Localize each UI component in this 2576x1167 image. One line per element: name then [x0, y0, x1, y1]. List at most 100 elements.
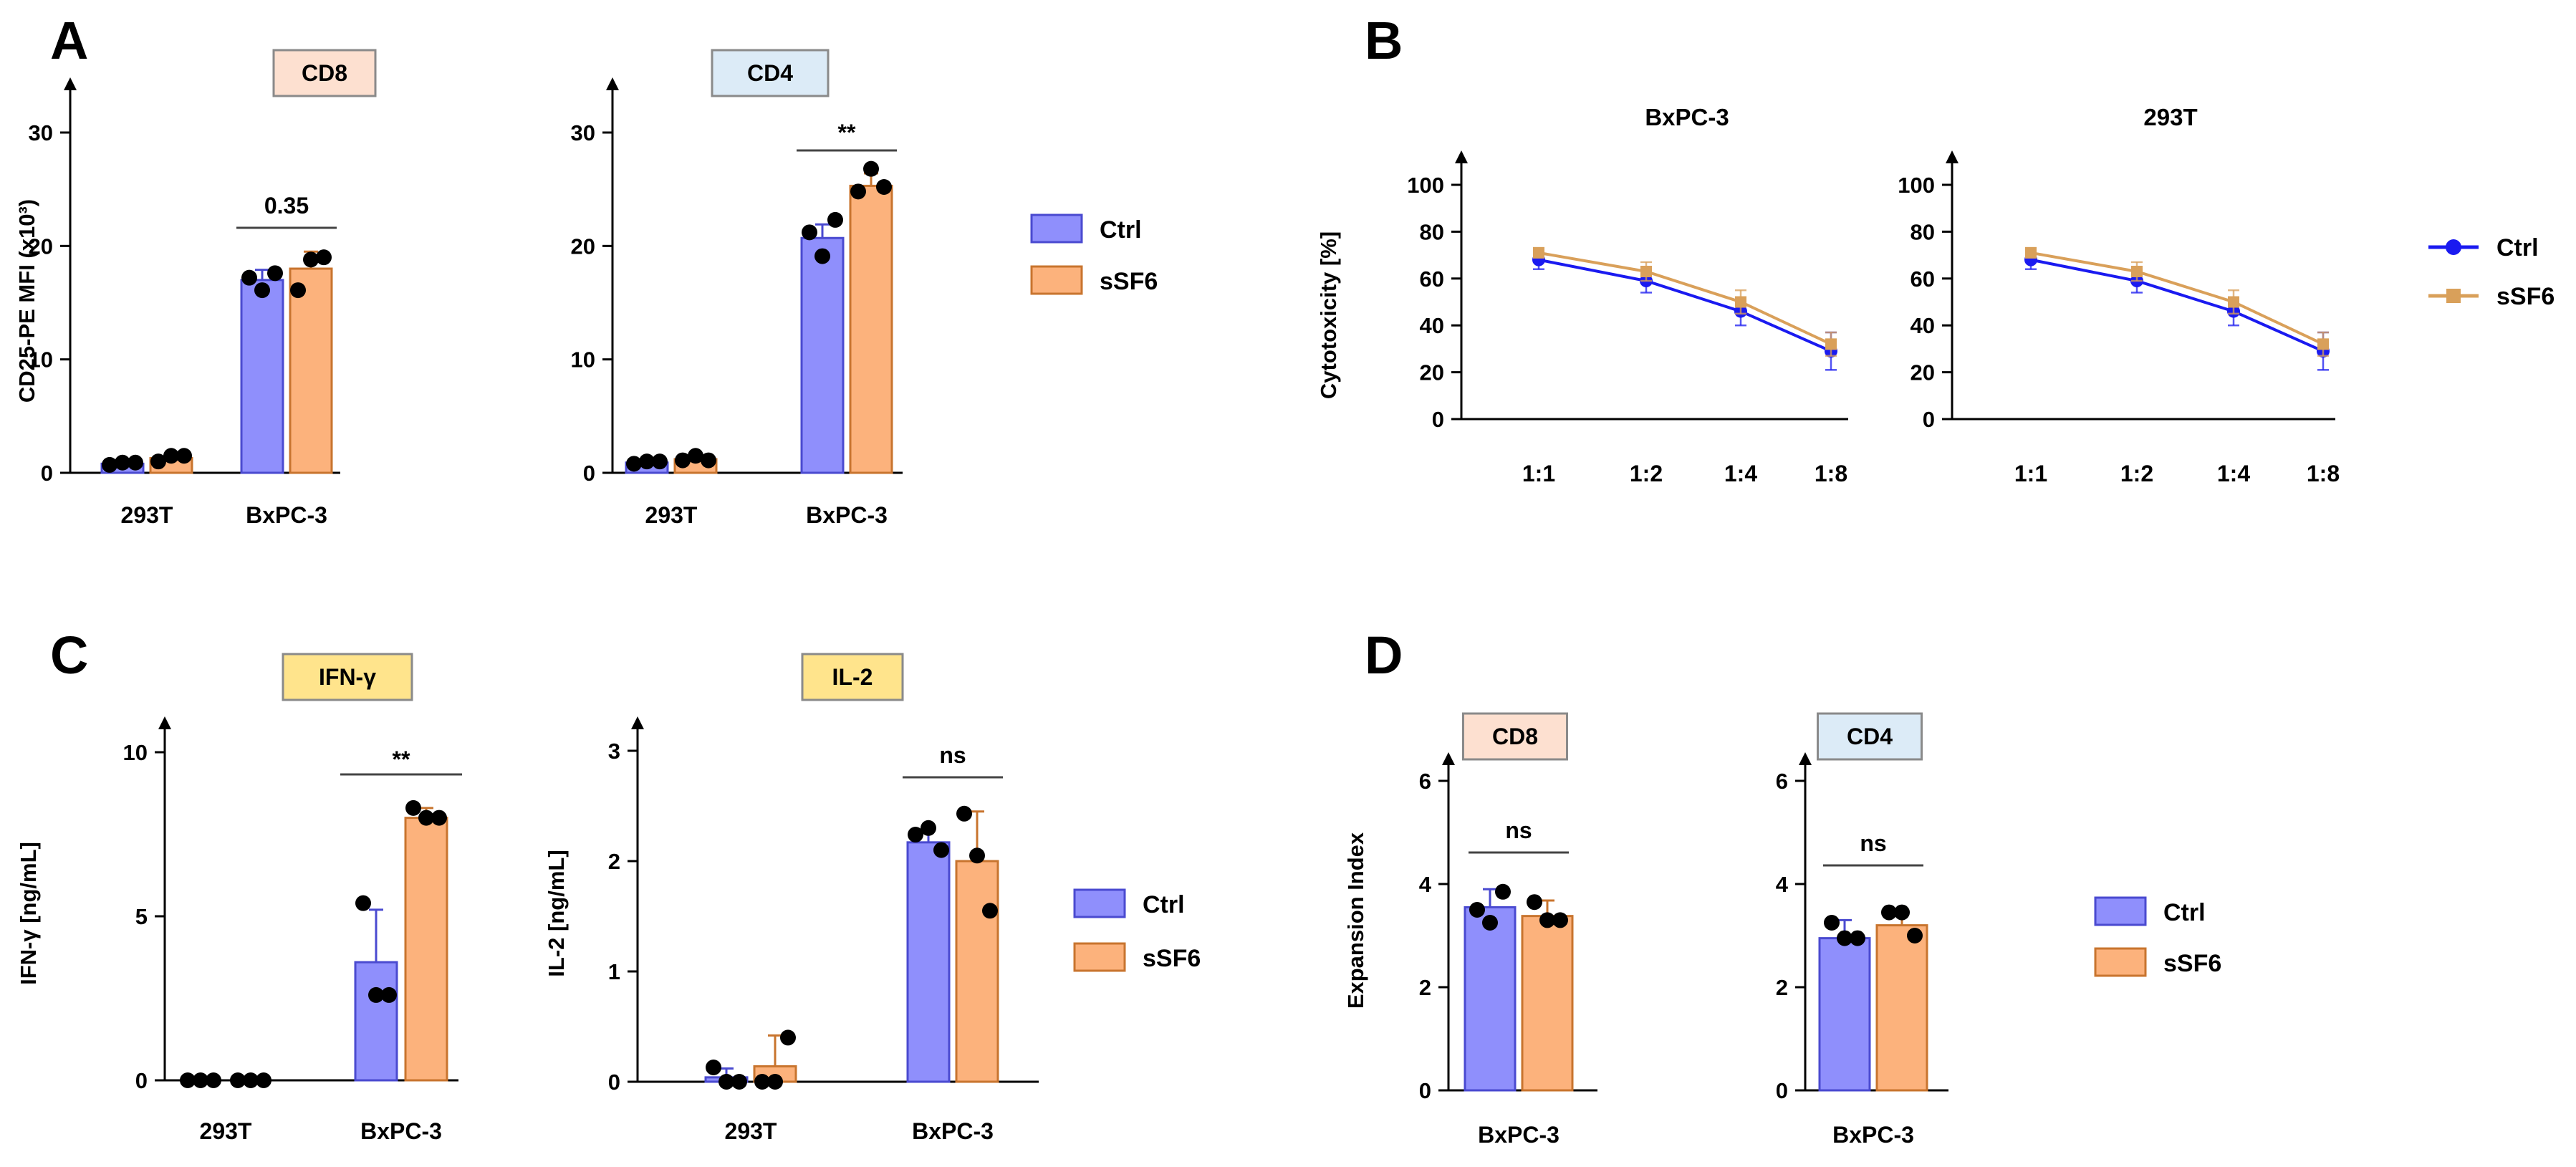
legend-b-ssf6-label: sSF6 [2496, 283, 2555, 310]
legend-d-ssf6-label: sSF6 [2163, 950, 2221, 977]
data-point [355, 895, 371, 911]
data-point [639, 453, 655, 470]
bar-ssf6 [849, 184, 893, 474]
y-tick-label: 10 [123, 740, 148, 765]
y-tick-label: 0 [1923, 407, 1935, 432]
title-box [282, 653, 413, 701]
data-point-ssf6 [2131, 265, 2143, 277]
data-point [982, 903, 998, 919]
y-tick-label: 6 [1776, 769, 1788, 794]
data-point [1824, 915, 1840, 931]
y-tick-label: 6 [1419, 769, 1431, 794]
bar-ssf6 [289, 267, 333, 474]
legend-c-ssf6-label: sSF6 [1143, 945, 1201, 972]
y-tick-label: 20 [29, 234, 53, 259]
y-axis-arrow-icon [1799, 752, 1812, 765]
chart-b-bxpc3: 0 20 40 60 80 100 Cytotoxicity [%] BxPC-3 1:1 1:2… [1316, 104, 1848, 486]
bar-ctrl [1818, 937, 1871, 1092]
chart-title: IL-2 [832, 664, 873, 690]
bar-ctrl [1464, 906, 1517, 1092]
legend-b-ctrl-marker [2446, 239, 2461, 255]
data-point [719, 1074, 734, 1090]
data-point [241, 269, 257, 286]
data-point-ssf6 [2317, 338, 2329, 350]
data-point [908, 827, 923, 843]
title-box [272, 49, 377, 97]
legend-c-ctrl-label: Ctrl [1143, 891, 1185, 918]
x-tick-label: 1:1 [1522, 461, 1555, 486]
chart-title: CD4 [747, 60, 793, 86]
bar-ctrl [906, 841, 951, 1083]
category-label: 293T [645, 502, 698, 528]
y-tick-label: 20 [571, 234, 595, 259]
data-point [1837, 930, 1852, 946]
y-axis-arrow-icon [1442, 752, 1455, 765]
data-point-ssf6 [1825, 338, 1837, 350]
chart-c-il2: 0 1 2 3 IL-2 [ng/mL] IL-2 293T BxPC-3 ns [544, 653, 1039, 1144]
legend-d-ssf6-swatch [2094, 947, 2147, 977]
category-label: BxPC-3 [246, 502, 327, 528]
legend-c: Ctrl sSF6 [1073, 888, 1201, 972]
series-line-ssf6 [1538, 251, 1832, 346]
legend-a-ssf6-swatch [1030, 265, 1083, 295]
y-tick-label: 60 [1420, 266, 1444, 292]
significance-label: ** [838, 120, 856, 145]
data-point [652, 453, 668, 470]
data-point [115, 454, 130, 471]
y-axis-label: Expansion Index [1343, 832, 1368, 1009]
data-point [368, 986, 384, 1003]
x-tick-label: 1:1 [2014, 461, 2047, 486]
y-tick-label: 60 [1911, 266, 1935, 292]
title-box [711, 49, 830, 97]
data-point-ssf6 [1735, 296, 1746, 308]
y-tick-label: 100 [1407, 173, 1444, 198]
series-line-ctrl [1538, 258, 1832, 352]
category-label: 293T [121, 502, 173, 528]
chart-title: IFN-γ [319, 664, 376, 690]
data-point [431, 810, 447, 826]
data-point [863, 160, 879, 177]
data-point [731, 1074, 747, 1090]
data-point [1482, 915, 1498, 931]
y-tick-label: 30 [571, 120, 595, 145]
y-tick-label: 0 [41, 461, 53, 486]
data-point [206, 1072, 221, 1088]
y-tick-label: 4 [1419, 872, 1432, 897]
data-point [956, 805, 972, 822]
y-tick-label: 40 [1911, 313, 1935, 338]
significance-label: ns [1860, 830, 1886, 856]
data-point [290, 282, 306, 299]
y-tick-label: 30 [29, 120, 53, 145]
y-tick-label: 2 [1419, 975, 1431, 1000]
y-axis-arrow-icon [631, 716, 644, 729]
y-axis-arrow-icon [64, 77, 77, 90]
y-tick-label: 0 [1432, 407, 1444, 432]
data-point [827, 211, 843, 228]
legend-a: Ctrl sSF6 [1030, 213, 1158, 295]
y-tick-label: 0 [608, 1070, 620, 1095]
legend-a-ctrl-swatch [1030, 213, 1083, 244]
data-point [780, 1029, 796, 1046]
legend-d: Ctrl sSF6 [2094, 896, 2221, 977]
x-tick-label: 1:2 [1630, 461, 1663, 486]
y-tick-label: 4 [1776, 872, 1789, 897]
panel-label-b: B [1365, 11, 1403, 70]
data-point [802, 224, 817, 241]
title-box [801, 653, 904, 701]
significance-label: 0.35 [264, 193, 309, 218]
legend-b-ssf6-marker [2446, 289, 2461, 303]
series-line-ctrl [2030, 258, 2324, 352]
data-point [1907, 928, 1923, 943]
panel-label-a: A [50, 11, 88, 70]
data-point-ssf6 [1640, 265, 1652, 277]
data-point [230, 1072, 246, 1088]
bar-ctrl [354, 961, 398, 1082]
data-point [267, 265, 283, 282]
chart-title: CD8 [302, 60, 347, 86]
legend-c-ssf6-swatch [1073, 942, 1126, 972]
data-point [688, 448, 703, 464]
significance-label: ** [393, 746, 410, 772]
bar-ssf6 [404, 817, 448, 1082]
